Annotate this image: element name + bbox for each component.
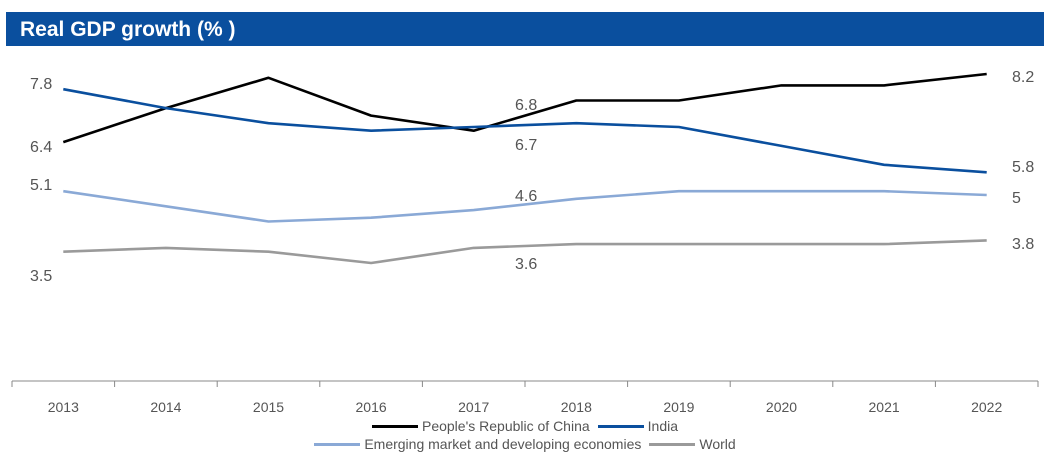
x-tick-label: 2021 (869, 399, 900, 415)
data-label: 7.8 (30, 76, 52, 93)
legend-item-emde: Emerging market and developing economies (314, 436, 641, 452)
x-tick-label: 2017 (458, 399, 489, 415)
x-tick-label: 2020 (766, 399, 797, 415)
legend-swatch-emde (314, 442, 361, 446)
legend-label-emde: Emerging market and developing economies (364, 436, 642, 452)
legend-swatch-china (371, 424, 418, 428)
legend-item-world: World (649, 436, 736, 452)
series-line-2 (63, 189, 987, 223)
data-label: 3.5 (30, 268, 52, 285)
data-label: 5.1 (30, 177, 52, 194)
data-label: 3.6 (515, 256, 537, 273)
data-label: 5 (1012, 190, 1021, 207)
x-tick-label: 2015 (253, 399, 284, 415)
data-label: 4.6 (515, 188, 537, 205)
series-line-0 (62, 72, 987, 144)
x-tick-label: 2019 (663, 399, 694, 415)
data-label: 8.2 (1012, 69, 1034, 86)
x-tick-label: 2018 (561, 399, 592, 415)
chart-title-bar: Real GDP growth (% ) (6, 12, 1044, 46)
x-tick-label: 2022 (971, 399, 1002, 415)
legend-swatch-world (649, 442, 696, 446)
legend-label-world: World (699, 436, 736, 452)
legend-swatch-india (597, 424, 644, 428)
series-line-3 (63, 239, 987, 265)
data-label: 6.8 (515, 97, 537, 114)
legend-item-china: People's Republic of China (371, 418, 590, 434)
legend-label-india: India (647, 418, 679, 434)
data-label: 6.4 (30, 139, 52, 156)
series-line-1 (63, 87, 987, 174)
x-tick-label: 2013 (48, 399, 79, 415)
data-label: 5.8 (1012, 159, 1034, 176)
legend-row-1: People's Republic of China India (0, 418, 1050, 434)
legend-row-2: Emerging market and developing economies… (0, 436, 1050, 452)
chart-title: Real GDP growth (% ) (20, 18, 236, 41)
data-label: 6.7 (515, 137, 537, 154)
legend-label-china: People's Republic of China (421, 418, 590, 434)
data-label: 3.8 (1012, 236, 1034, 253)
legend-item-india: India (597, 418, 679, 434)
x-tick-label: 2016 (356, 399, 387, 415)
x-tick-label: 2014 (150, 399, 181, 415)
